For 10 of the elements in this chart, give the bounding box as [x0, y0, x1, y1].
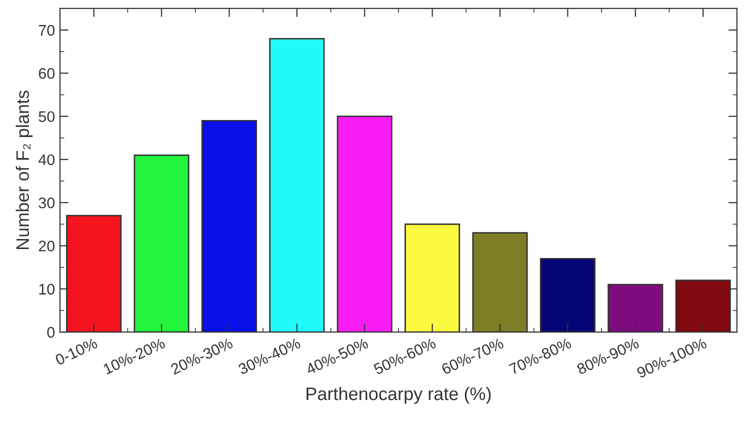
y-tick-label: 30	[38, 197, 55, 208]
y-tick-label: 40	[38, 154, 55, 166]
x-axis-title: Parthenocarpy rate (%)	[306, 386, 491, 404]
y-axis-title: Number of F₂ plants	[16, 90, 33, 250]
y-tick-label: 20	[38, 240, 55, 252]
y-tick-label: 60	[38, 68, 55, 79]
y-tick-label: 50	[38, 111, 55, 122]
y-tick-label: 0	[47, 326, 55, 338]
y-tick-label: 70	[38, 24, 55, 36]
y-tick-label: 10	[39, 284, 55, 295]
